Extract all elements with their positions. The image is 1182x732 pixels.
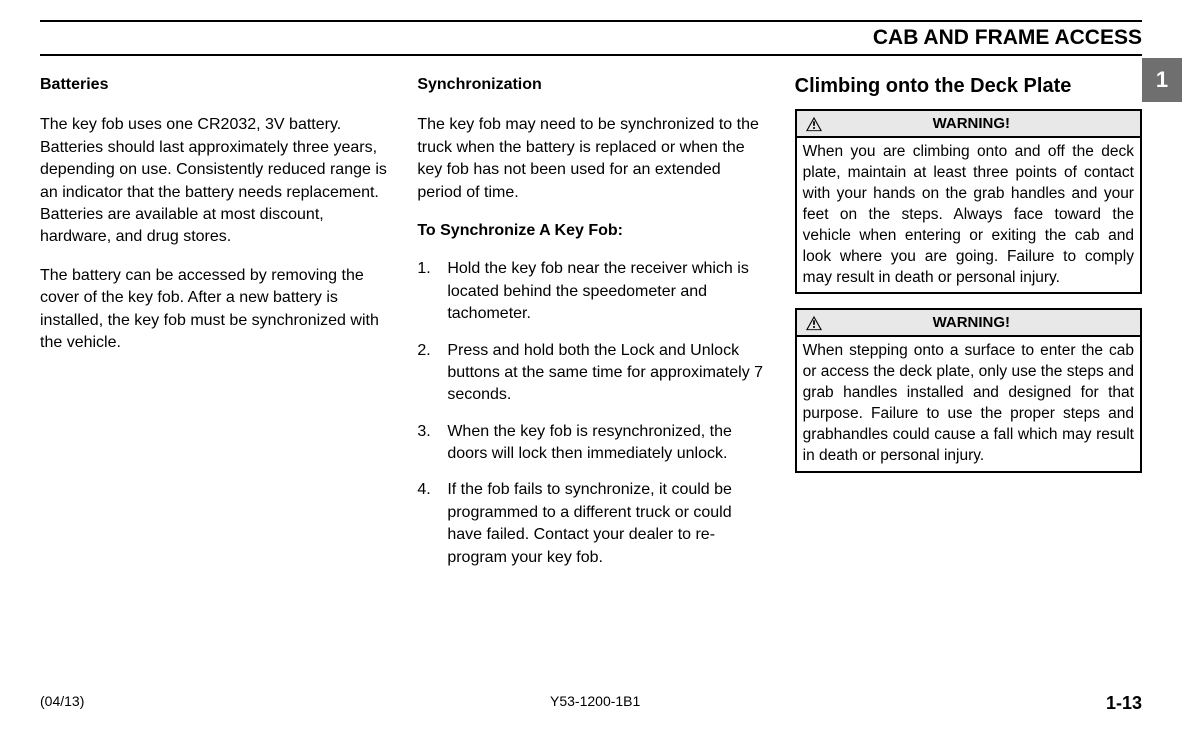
sync-step: Hold the key fob near the receiver which…	[417, 258, 764, 325]
sync-steps-list: Hold the key fob near the receiver which…	[417, 258, 764, 569]
warning-triangle-icon	[805, 116, 823, 132]
warning-body-2: When stepping onto a surface to enter th…	[797, 337, 1140, 471]
warning-title-2: WARNING!	[831, 312, 1132, 333]
column-batteries: Batteries The key fob uses one CR2032, 3…	[40, 74, 387, 583]
page-section-tab: 1	[1142, 58, 1182, 102]
warning-box-1: WARNING! When you are climbing onto and …	[795, 109, 1142, 294]
warning-header-2: WARNING!	[797, 310, 1140, 337]
warning-title-1: WARNING!	[831, 113, 1132, 134]
warning-box-2: WARNING! When stepping onto a surface to…	[795, 308, 1142, 473]
page-footer: (04/13) Y53-1200-1B1 1-13	[40, 693, 1142, 714]
content-columns: Batteries The key fob uses one CR2032, 3…	[40, 74, 1142, 583]
column-climbing: Climbing onto the Deck Plate WARNING! Wh…	[795, 74, 1142, 583]
header-bottom-rule	[40, 54, 1142, 56]
sync-step: If the fob fails to synchronize, it coul…	[417, 479, 764, 569]
synchronization-paragraph-1: The key fob may need to be synchronized …	[417, 114, 764, 204]
batteries-paragraph-1: The key fob uses one CR2032, 3V battery.…	[40, 114, 387, 248]
batteries-heading: Batteries	[40, 74, 387, 96]
sync-step: Press and hold both the Lock and Unlock …	[417, 340, 764, 407]
footer-doc-id: Y53-1200-1B1	[550, 693, 640, 714]
footer-date: (04/13)	[40, 693, 84, 714]
warning-header-1: WARNING!	[797, 111, 1140, 138]
warning-triangle-icon	[805, 315, 823, 331]
footer-page-number: 1-13	[1106, 693, 1142, 714]
header-top-rule	[40, 20, 1142, 22]
warning-body-1: When you are climbing onto and off the d…	[797, 138, 1140, 292]
sync-steps-label: To Synchronize A Key Fob:	[417, 220, 764, 242]
climbing-heading: Climbing onto the Deck Plate	[795, 74, 1142, 99]
batteries-paragraph-2: The battery can be accessed by removing …	[40, 265, 387, 355]
sync-step: When the key fob is resynchronized, the …	[417, 421, 764, 466]
page-header-title: CAB AND FRAME ACCESS	[40, 26, 1142, 50]
synchronization-heading: Synchronization	[417, 74, 764, 96]
column-synchronization: Synchronization The key fob may need to …	[417, 74, 764, 583]
